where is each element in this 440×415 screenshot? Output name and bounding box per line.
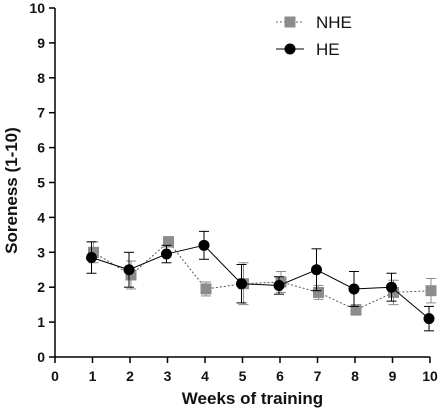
series-he-point xyxy=(348,283,360,295)
x-tick-label: 8 xyxy=(351,368,359,384)
x-tick-label: 1 xyxy=(89,368,97,384)
series-nhe-point xyxy=(425,285,437,297)
legend-nhe-marker xyxy=(284,16,296,28)
y-tick-label: 0 xyxy=(37,349,45,365)
series-he-point xyxy=(123,264,135,276)
series-he-point xyxy=(311,264,322,276)
series-nhe xyxy=(88,236,437,316)
y-tick-label: 3 xyxy=(37,244,45,260)
series-nhe-point xyxy=(200,283,212,295)
y-tick-label: 9 xyxy=(37,35,45,51)
y-tick-label: 1 xyxy=(37,314,45,330)
x-tick-label: 0 xyxy=(51,368,59,384)
series-nhe-point xyxy=(388,286,399,298)
x-tick-label: 2 xyxy=(126,368,134,384)
y-tick-label: 7 xyxy=(37,105,45,121)
x-tick-label: 6 xyxy=(276,368,284,384)
legend-he-label: HE xyxy=(316,40,340,59)
y-tick-label: 8 xyxy=(37,70,45,86)
y-tick-label: 6 xyxy=(37,140,45,156)
y-tick-label: 4 xyxy=(37,209,45,225)
series-he-point xyxy=(273,279,285,291)
legend: NHE HE xyxy=(276,13,352,59)
x-tick-label: 3 xyxy=(164,368,172,384)
y-tick-label: 5 xyxy=(37,175,45,191)
series-he-point xyxy=(386,281,397,293)
x-tick-label: 4 xyxy=(201,368,209,384)
series-nhe-point xyxy=(350,304,362,316)
x-tick-label: 5 xyxy=(239,368,247,384)
series-he-point xyxy=(236,278,247,290)
series-he-point xyxy=(86,252,97,264)
x-tick-label: 10 xyxy=(422,368,438,384)
series-nhe-point xyxy=(125,269,137,281)
series-he-point xyxy=(198,239,210,251)
series-nhe-point xyxy=(163,236,174,248)
y-tick-label: 2 xyxy=(37,279,45,295)
legend-item-he: HE xyxy=(276,40,340,59)
series-nhe-point xyxy=(313,286,324,298)
x-tick-label: 7 xyxy=(314,368,322,384)
x-axis-title: Weeks of training xyxy=(182,389,323,408)
series-he-point xyxy=(423,313,435,325)
legend-nhe-label: NHE xyxy=(316,13,352,32)
y-axis-title: Soreness (1-10) xyxy=(2,127,21,254)
x-tick-label: 9 xyxy=(389,368,397,384)
series-nhe-line xyxy=(93,241,432,311)
y-tick-label: 10 xyxy=(29,0,45,16)
x-ticks: 0 1 2 3 4 5 6 7 8 9 10 xyxy=(51,357,438,384)
y-ticks: 0 1 2 3 4 5 6 7 8 9 10 xyxy=(29,0,55,365)
series-layer xyxy=(86,230,437,332)
legend-he-marker xyxy=(284,43,296,55)
axes: 0 1 2 3 4 5 6 7 8 9 10 0 1 2 3 4 5 6 7 8 9 10 xyxy=(29,0,438,384)
series-he-line xyxy=(91,244,430,319)
series-he-point xyxy=(161,248,172,260)
legend-item-nhe: NHE xyxy=(276,13,352,32)
series-nhe-point xyxy=(88,246,99,258)
series-he xyxy=(86,230,435,332)
